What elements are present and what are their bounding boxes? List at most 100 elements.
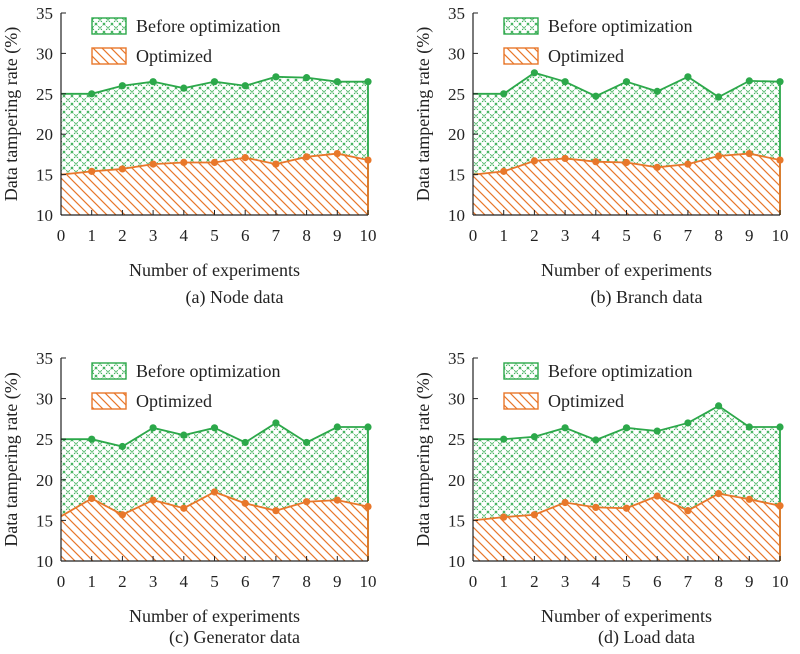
x-axis-label: Number of experiments xyxy=(129,606,300,626)
x-tick-label: 5 xyxy=(210,572,219,591)
y-tick-label: 15 xyxy=(448,166,465,185)
optimized-point-4 xyxy=(180,504,188,512)
optimized-point-6 xyxy=(653,492,661,500)
optimized-point-4 xyxy=(592,158,600,166)
x-tick-label: 8 xyxy=(714,572,723,591)
y-tick-label: 25 xyxy=(448,85,465,104)
optimized-point-6 xyxy=(653,163,661,171)
before-optimization-point-10 xyxy=(776,78,784,86)
optimized-line xyxy=(60,490,369,561)
y-axis-label: Data tampering rate (%) xyxy=(1,372,22,546)
before-optimization-point-2 xyxy=(118,82,126,90)
x-tick-label: 7 xyxy=(272,226,281,245)
optimized-point-8 xyxy=(715,152,723,160)
y-tick-label: 30 xyxy=(448,44,465,63)
y-tick-label: 25 xyxy=(36,430,53,449)
legend: Before optimization Optimized xyxy=(91,16,280,66)
optimized-point-7 xyxy=(684,507,692,515)
optimized-point-2 xyxy=(118,165,126,173)
x-tick-label: 9 xyxy=(745,572,754,591)
before-optimization-point-8 xyxy=(303,74,311,82)
optimized-point-5 xyxy=(622,504,631,512)
x-tick-label: 1 xyxy=(499,226,508,245)
optimized-point-5 xyxy=(210,488,219,496)
before-optimization-point-1 xyxy=(88,90,96,98)
y-tick-label: 35 xyxy=(448,4,465,23)
x-tick-label: 2 xyxy=(118,572,127,591)
x-tick-label: 4 xyxy=(592,226,601,245)
legend-swatch-before xyxy=(503,362,539,380)
y-tick-label: 30 xyxy=(36,44,53,63)
before-optimization-point-3 xyxy=(149,424,157,432)
x-tick-label: 1 xyxy=(87,226,96,245)
before-optimization-point-5 xyxy=(622,78,631,86)
before-optimization-point-1 xyxy=(88,435,96,443)
x-tick-label: 3 xyxy=(149,226,158,245)
before-optimization-point-10 xyxy=(364,423,372,431)
optimized-point-3 xyxy=(149,160,157,168)
optimized-point-1 xyxy=(500,167,508,175)
before-optimization-point-8 xyxy=(715,93,723,101)
panel-caption: (d) Load data xyxy=(598,627,695,648)
y-tick-label: 20 xyxy=(36,125,53,144)
before-optimization-point-2 xyxy=(530,433,539,441)
x-tick-label: 2 xyxy=(530,572,539,591)
y-tick-label: 20 xyxy=(36,471,53,490)
before-optimization-point-6 xyxy=(653,87,661,95)
chart-panel-c: 10 15 20 25 30 35 0 1 2 3 4 5 6 7 8 9 10 Number of experi… xyxy=(1,349,377,648)
before-optimization-point-7 xyxy=(684,419,692,427)
before-optimization-point-6 xyxy=(241,82,249,90)
before-optimization-area xyxy=(473,405,780,521)
before-optimization-point-2 xyxy=(118,442,126,451)
y-tick-label: 35 xyxy=(448,349,465,368)
legend-label-optimized: Optimized xyxy=(548,46,624,66)
x-tick-label: 7 xyxy=(684,226,693,245)
x-tick-label: 2 xyxy=(118,226,127,245)
before-optimization-point-5 xyxy=(622,424,631,432)
legend-label-before: Before optimization xyxy=(136,361,280,381)
before-optimization-area xyxy=(61,76,368,175)
before-optimization-point-7 xyxy=(272,73,280,81)
optimized-point-8 xyxy=(303,498,311,506)
optimized-point-7 xyxy=(684,160,692,168)
panel-caption: (c) Generator data xyxy=(169,627,300,648)
y-tick-label: 35 xyxy=(36,349,53,368)
x-tick-label: 1 xyxy=(87,572,96,591)
optimized-point-6 xyxy=(241,499,249,507)
optimized-point-3 xyxy=(561,498,569,507)
optimized-point-2 xyxy=(530,511,539,519)
before-optimization-line xyxy=(61,75,369,215)
before-optimization-point-3 xyxy=(561,78,569,86)
optimized-point-5 xyxy=(210,158,219,167)
before-optimization-point-10 xyxy=(364,78,372,86)
x-tick-label: 10 xyxy=(360,572,377,591)
optimized-point-1 xyxy=(88,167,96,175)
y-tick-label: 35 xyxy=(36,4,53,23)
before-optimization-point-5 xyxy=(210,78,219,86)
legend: Before optimization Optimized xyxy=(503,361,692,411)
x-tick-label: 8 xyxy=(302,572,311,591)
optimized-point-1 xyxy=(88,494,96,503)
before-optimization-point-10 xyxy=(776,423,784,431)
x-tick-label: 3 xyxy=(561,572,570,591)
legend-label-optimized: Optimized xyxy=(136,46,212,66)
before-optimization-point-6 xyxy=(241,438,249,447)
optimized-point-10 xyxy=(776,502,784,510)
chart-panel-a: 10 15 20 25 30 35 0 1 2 3 4 5 6 7 8 9 10 Number of experi… xyxy=(1,4,377,308)
optimized-point-8 xyxy=(715,490,723,498)
chart-panel-d: 10 15 20 25 30 35 0 1 2 3 4 5 6 7 8 9 10 Number of experi… xyxy=(413,349,789,648)
x-tick-label: 3 xyxy=(149,572,158,591)
x-tick-label: 10 xyxy=(772,226,789,245)
optimized-area xyxy=(473,153,780,215)
legend-swatch-optimized xyxy=(91,392,127,410)
y-tick-label: 10 xyxy=(36,552,53,571)
before-optimization-point-4 xyxy=(592,436,600,444)
x-tick-label: 7 xyxy=(684,572,693,591)
legend-label-optimized: Optimized xyxy=(548,391,624,411)
x-tick-label: 3 xyxy=(561,226,570,245)
before-optimization-point-3 xyxy=(561,424,569,432)
x-tick-label: 5 xyxy=(622,572,631,591)
x-tick-label: 10 xyxy=(772,572,789,591)
legend-swatch-optimized xyxy=(91,47,127,65)
optimized-area xyxy=(61,153,368,215)
